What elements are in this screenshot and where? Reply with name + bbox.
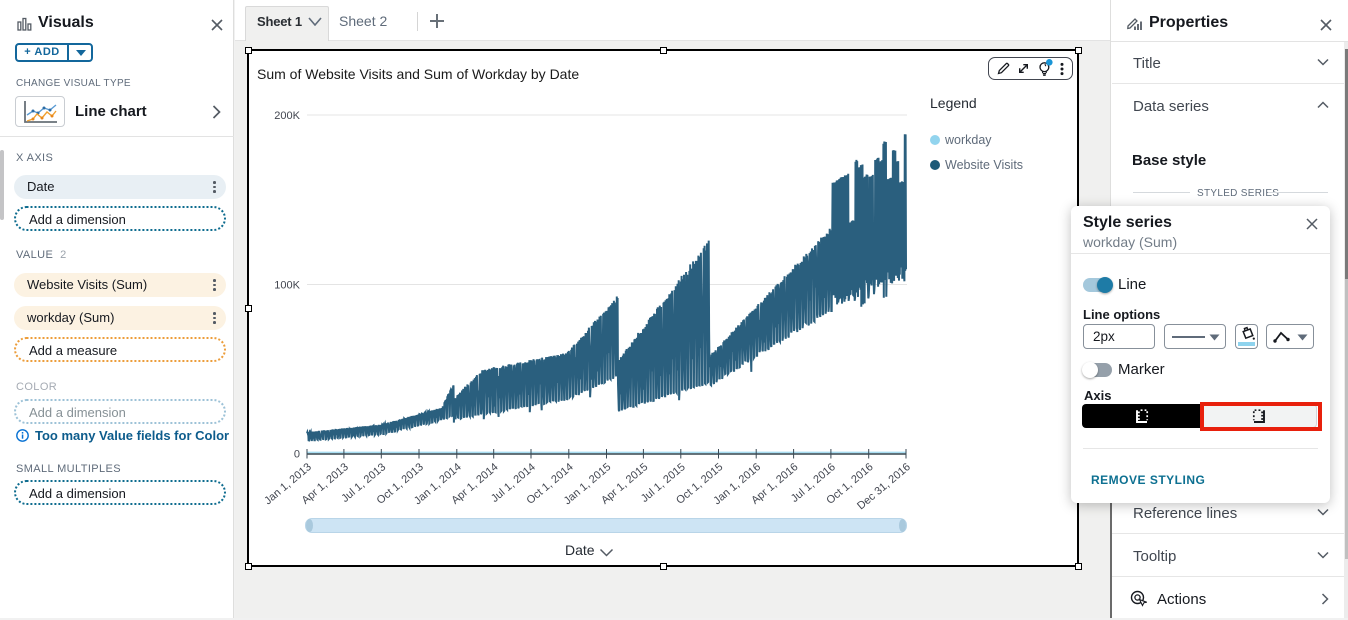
svg-text:workday: workday xyxy=(944,133,992,147)
svg-text:Website Visits: Website Visits xyxy=(945,158,1023,172)
svg-text:200K: 200K xyxy=(274,110,300,122)
svg-text:0: 0 xyxy=(294,449,300,461)
svg-text:Legend: Legend xyxy=(930,95,977,111)
svg-text:100K: 100K xyxy=(274,280,300,292)
